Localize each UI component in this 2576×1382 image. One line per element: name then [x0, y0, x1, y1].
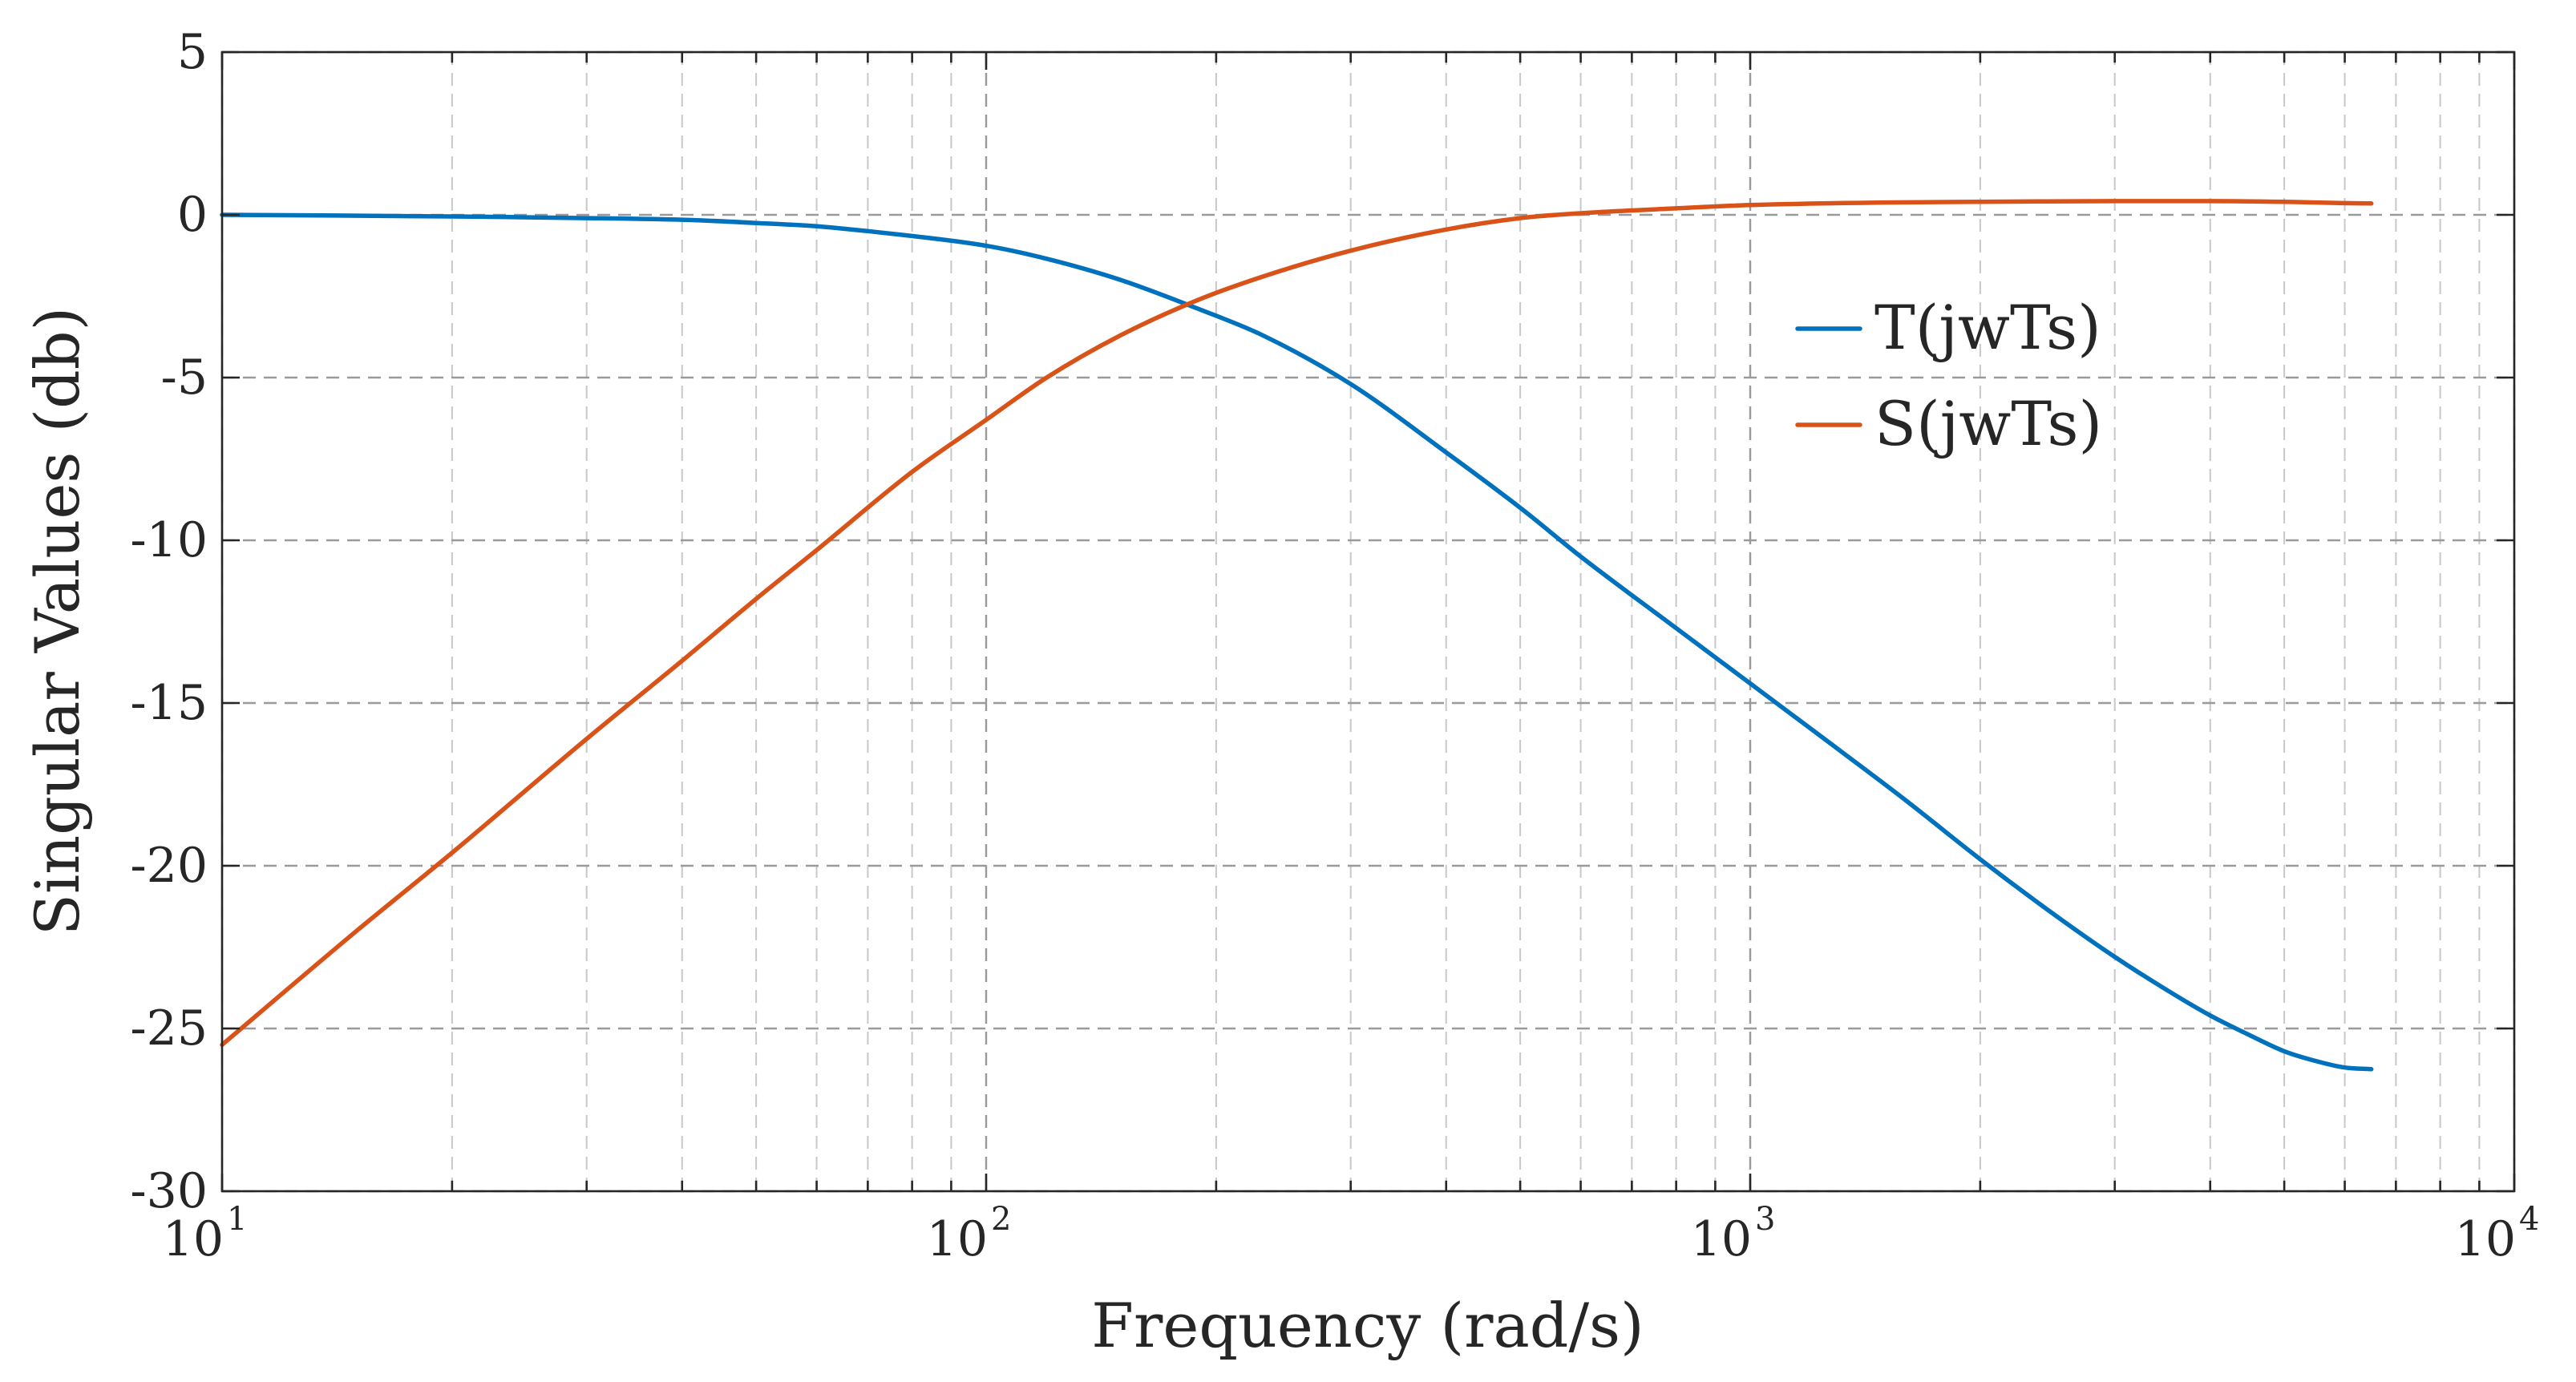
series-line-S: [220, 199, 2374, 1048]
y-tick-label: -20: [130, 838, 208, 894]
x-tick-label: 10 1: [163, 1201, 248, 1267]
y-axis-label: Singular Values (db): [22, 307, 93, 935]
x-tick-label-base: 10: [163, 1211, 224, 1267]
x-tick-label-exponent: 1: [227, 1201, 247, 1238]
x-tick-label-base: 10: [2455, 1211, 2516, 1267]
y-tick-label: 0: [177, 187, 208, 243]
x-tick-labels: 10 1 10 2 10 3 10 4: [163, 1201, 2540, 1267]
y-tick-label: -15: [130, 675, 208, 731]
x-tick-label-base: 10: [1691, 1211, 1752, 1267]
x-tick-label-exponent: 2: [991, 1201, 1011, 1238]
series-line-T: [220, 212, 2374, 1072]
y-tick-label: -30: [130, 1163, 208, 1219]
x-axis-label: Frequency (rad/s): [1091, 1290, 1644, 1361]
x-tick-label: 10 3: [1691, 1201, 1776, 1267]
y-tick-label: -10: [130, 512, 208, 568]
legend: T(jwTs) S(jwTs): [1795, 292, 2102, 459]
x-tick-label-exponent: 3: [1755, 1201, 1775, 1238]
ticks: [220, 51, 2516, 1193]
plot-area-border: [220, 51, 2516, 1193]
x-tick-label: 10 4: [2455, 1201, 2540, 1267]
x-tick-label: 10 2: [927, 1201, 1012, 1267]
y-tick-label: -5: [161, 350, 208, 406]
x-tick-label-base: 10: [927, 1211, 988, 1267]
x-tick-label-exponent: 4: [2519, 1201, 2539, 1238]
legend-label-S: S(jwTs): [1874, 388, 2102, 459]
y-tick-labels: 5 0 -5 -10 -15 -20 -25 -30: [130, 24, 208, 1219]
y-tick-label: -25: [130, 1000, 208, 1057]
series-layer: [220, 199, 2374, 1072]
legend-label-T: T(jwTs): [1874, 292, 2101, 363]
y-tick-label: 5: [177, 24, 208, 80]
